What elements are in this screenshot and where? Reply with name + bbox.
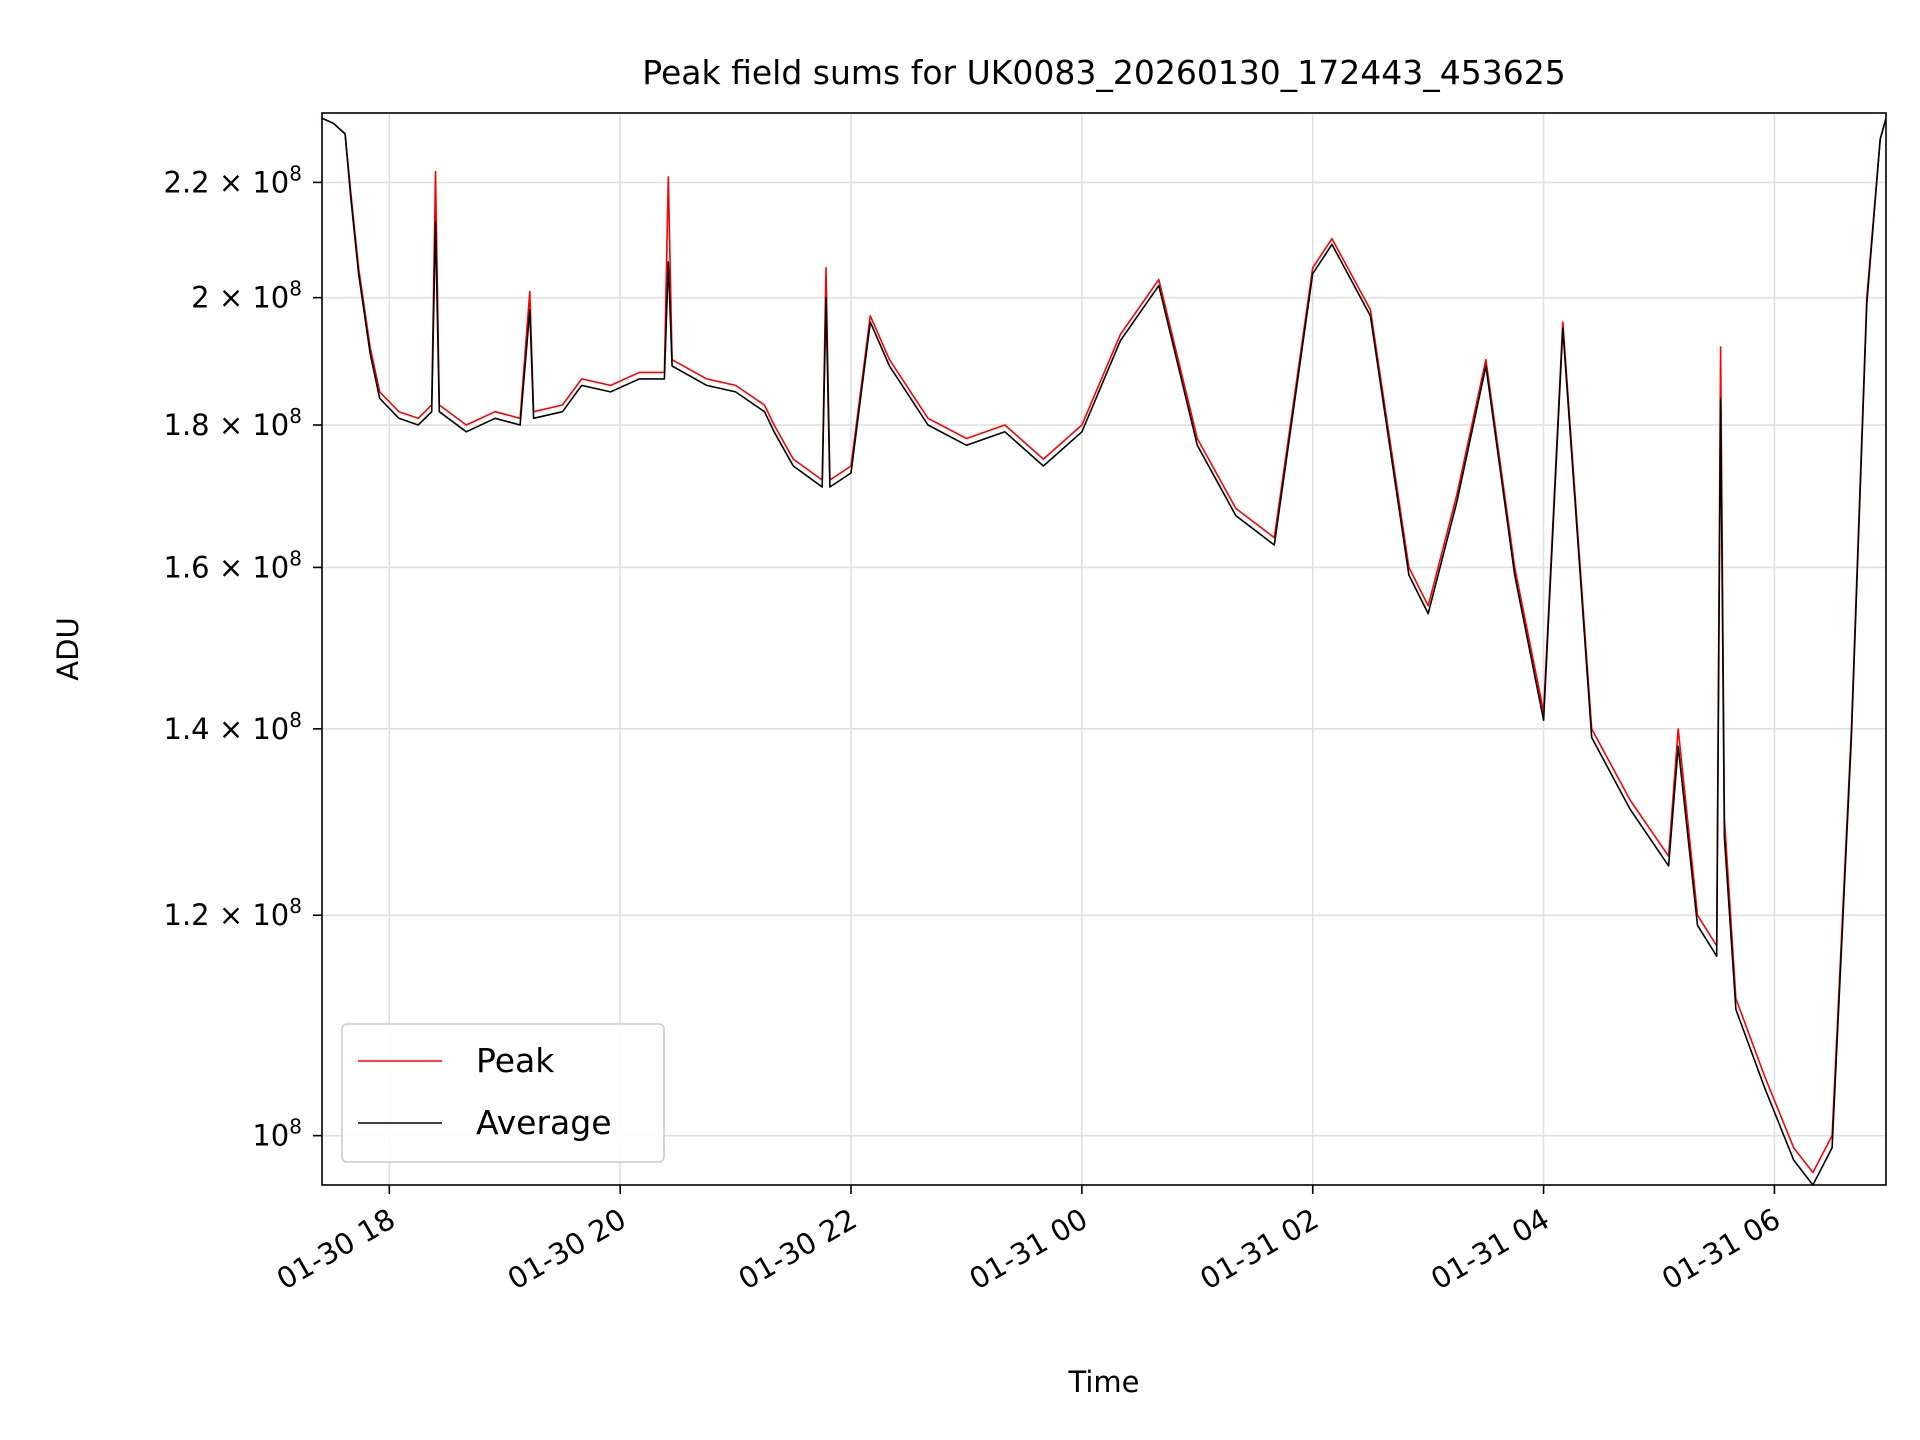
legend-label-average: Average (476, 1103, 612, 1142)
series-layer (321, 117, 1887, 1186)
legend: Peak Average (341, 1023, 665, 1163)
y-tick-label: 2 × 108 (191, 277, 302, 315)
legend-box (341, 1023, 665, 1163)
legend-label-peak: Peak (476, 1041, 555, 1080)
plot-frame (321, 112, 1887, 1186)
y-tick-label: 1.2 × 108 (164, 894, 303, 932)
y-tick-label: 108 (252, 1115, 302, 1153)
y-tick-label: 1.6 × 108 (164, 546, 303, 584)
y-tick-label: 1.8 × 108 (164, 404, 303, 442)
y-tick-label: 2.2 × 108 (164, 161, 303, 199)
series-line-peak (321, 117, 1887, 1174)
y-axis-label: ADU (51, 617, 85, 680)
chart-title: Peak field sums for UK0083_20260130_1724… (642, 53, 1566, 92)
x-axis-label: Time (1068, 1365, 1140, 1399)
y-axis: 108 1.2 × 108 1.4 × 108 1.6 × 108 1.8 × 108 2… (164, 161, 322, 1153)
y-tick-label: 1.4 × 108 (164, 708, 303, 746)
series-line-average (321, 117, 1887, 1186)
